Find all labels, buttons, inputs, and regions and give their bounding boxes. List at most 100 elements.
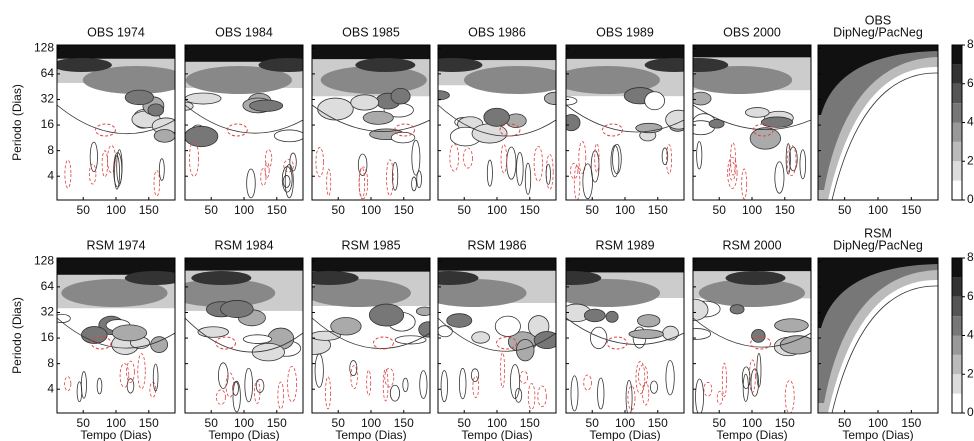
contour: [495, 316, 520, 336]
contour: [484, 108, 510, 126]
x-tick-label: 50: [838, 203, 852, 217]
panel-title: RSM 1974: [86, 238, 145, 252]
contours: [679, 258, 814, 415]
x-tick-label: 100: [106, 203, 126, 217]
y-tick-label: 64: [41, 279, 55, 293]
colorbar-step: [952, 161, 962, 180]
x-tick-label: 150: [520, 203, 540, 217]
colorbar-tick-label: 4: [967, 328, 974, 342]
contour: [584, 309, 605, 322]
shade: [726, 271, 786, 285]
shade: [355, 58, 415, 72]
contour: [369, 304, 403, 326]
x-axis-label: Tempo (Dias): [461, 428, 532, 441]
contour: [250, 100, 283, 111]
figure: Periodo (Dias)OBS 1974501001504816326412…: [0, 0, 974, 441]
colorbar-step: [952, 84, 962, 103]
colorbar-step: [952, 316, 962, 335]
colorbar-step: [952, 336, 962, 355]
x-axis-label: Tempo (Dias): [842, 428, 913, 441]
colorbar-step: [952, 258, 962, 277]
shade: [693, 45, 811, 57]
panel-title: OBS 1989: [596, 25, 654, 39]
contour: [447, 314, 472, 328]
contour: [419, 322, 438, 337]
page: {"figure": { "ylabel": "Periodo (Dias)",…: [0, 0, 974, 441]
contours: [668, 45, 811, 200]
x-tick-label: 50: [586, 203, 600, 217]
x-axis-label: Tempo (Dias): [589, 428, 660, 441]
shade: [125, 271, 185, 285]
contours: [54, 258, 185, 413]
contour: [730, 305, 744, 314]
y-tick-label: 16: [41, 330, 55, 344]
y-axis-label: Periodo (Dias): [10, 297, 24, 374]
colorbar-step: [952, 142, 962, 161]
panel-title: RSM 1985: [341, 238, 400, 252]
colorbar-tick-label: 2: [967, 153, 974, 167]
contour: [606, 311, 618, 322]
contour: [154, 130, 175, 143]
colorbar-step: [952, 297, 962, 316]
contour: [81, 327, 107, 344]
contour: [663, 326, 679, 340]
contour: [637, 315, 659, 327]
x-axis-label: Tempo (Dias): [80, 428, 151, 441]
shade: [191, 271, 251, 285]
colorbar-step: [952, 394, 962, 413]
colorbar-step: [952, 103, 962, 122]
contour: [691, 92, 712, 105]
contour: [198, 327, 229, 338]
contour: [274, 130, 304, 142]
contour: [363, 111, 393, 124]
colorbar-tick-label: 8: [967, 250, 974, 264]
contour: [243, 335, 271, 344]
colorbar-tick-label: 6: [967, 289, 974, 303]
shade: [438, 258, 556, 271]
shade: [312, 45, 430, 59]
y-tick-label: 16: [41, 117, 55, 131]
x-tick-label: 50: [205, 203, 219, 217]
contours: [818, 45, 938, 200]
colorbar-tick-label: 6: [967, 76, 974, 90]
colorbar-tick-label: 8: [967, 37, 974, 51]
x-tick-label: 100: [361, 203, 381, 217]
contour: [318, 98, 354, 120]
x-axis-label: Tempo (Dias): [335, 428, 406, 441]
y-tick-label: 32: [41, 305, 55, 319]
contour: [185, 126, 218, 146]
x-tick-label: 150: [139, 203, 159, 217]
composite-title: DipNeg/PacNeg: [833, 238, 923, 252]
colorbar-step: [952, 277, 962, 296]
shade: [312, 258, 430, 272]
contour: [629, 330, 664, 339]
x-axis-label: Tempo (Dias): [208, 428, 279, 441]
contours: [419, 258, 560, 413]
y-tick-label: 4: [47, 381, 54, 395]
contour: [220, 300, 253, 317]
colorbar-step: [952, 123, 962, 142]
colorbar-step: [952, 374, 962, 393]
shade: [693, 258, 811, 271]
contour: [148, 104, 164, 116]
x-tick-label: 150: [648, 203, 668, 217]
contour: [437, 326, 452, 337]
panel-title: OBS 1986: [468, 25, 526, 39]
contours: [297, 258, 438, 413]
shade: [259, 58, 319, 72]
contours: [52, 45, 189, 200]
contours: [818, 258, 938, 413]
contour: [351, 95, 379, 110]
contour: [590, 327, 606, 349]
contour: [185, 93, 221, 104]
contour: [645, 92, 665, 110]
panel-title: RSM 1989: [595, 238, 654, 252]
contour: [391, 132, 415, 143]
colorbar-step: [952, 64, 962, 83]
shade: [299, 271, 359, 285]
x-tick-label: 150: [394, 203, 414, 217]
x-tick-label: 50: [713, 203, 727, 217]
shade: [422, 58, 482, 72]
x-tick-label: 50: [77, 203, 91, 217]
shade: [185, 258, 303, 271]
